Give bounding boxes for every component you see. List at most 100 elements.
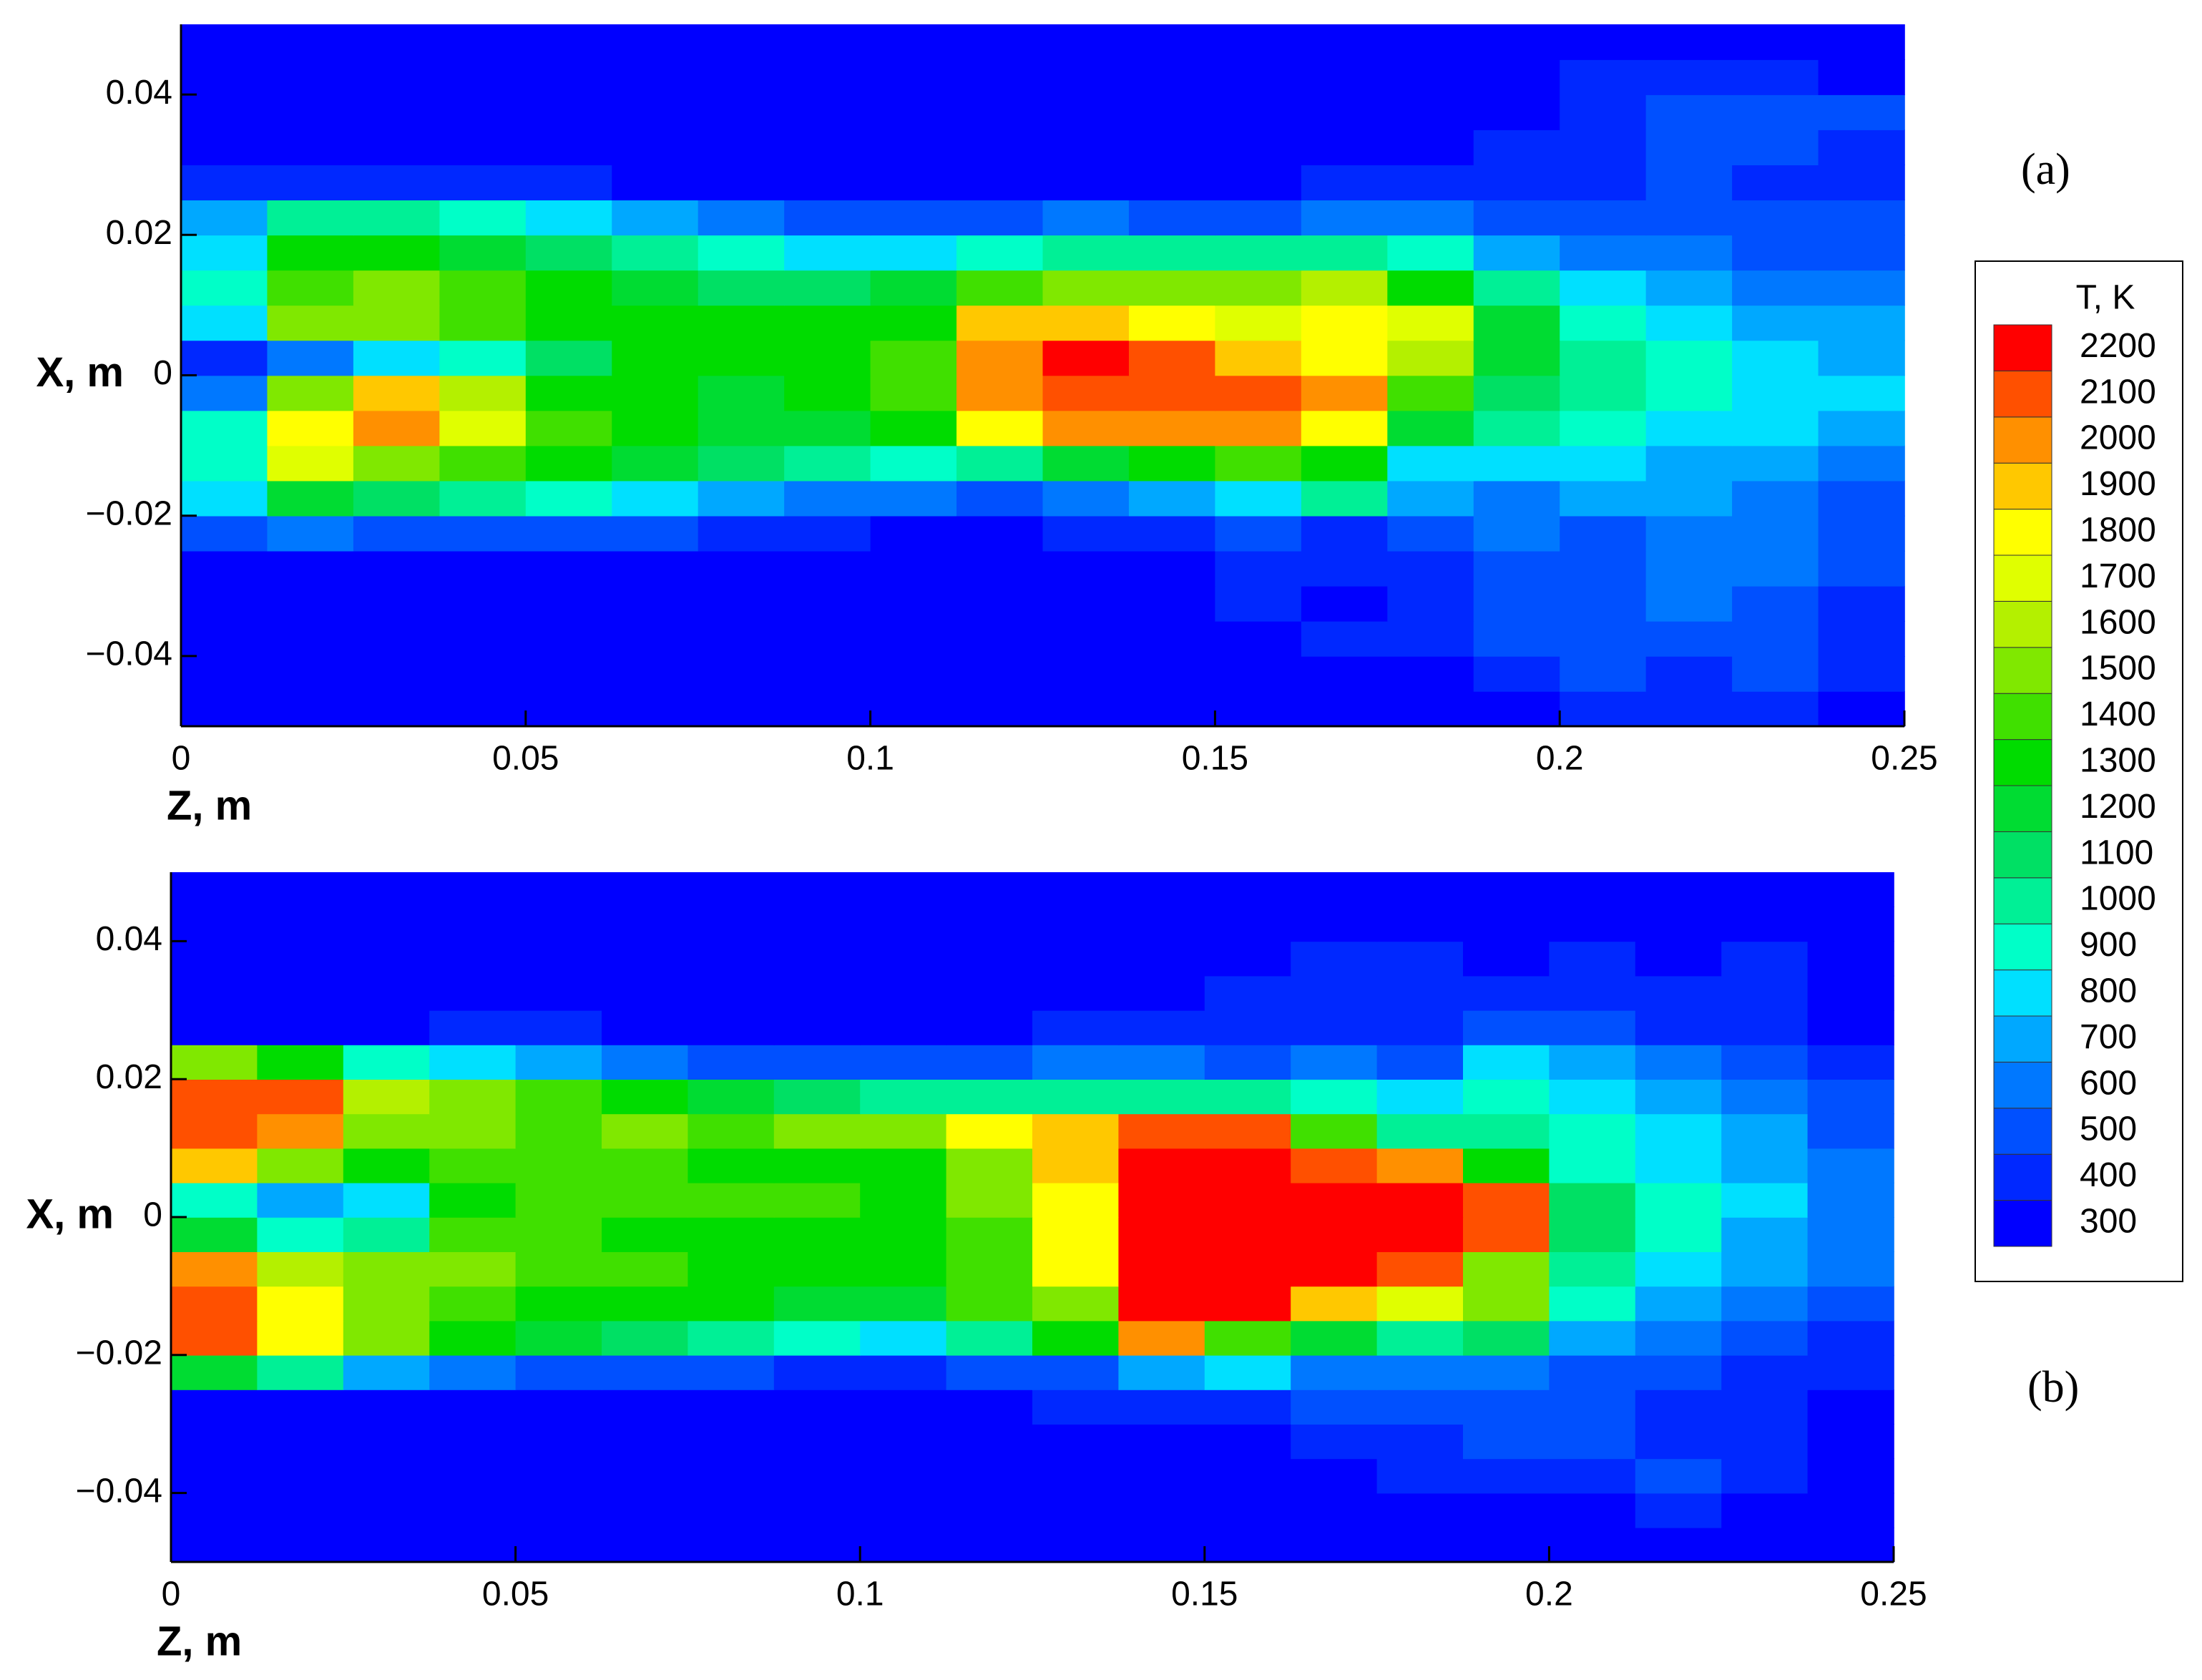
field-cell	[687, 1286, 775, 1322]
field-cell	[860, 1251, 947, 1287]
field-cell	[439, 585, 527, 622]
field-cell	[1301, 270, 1389, 306]
field-cell	[257, 1010, 344, 1045]
field-cell	[870, 515, 957, 552]
field-cell	[1032, 941, 1120, 977]
field-cell	[946, 1079, 1033, 1115]
field-cell	[773, 941, 861, 977]
field-cell	[1204, 1286, 1291, 1322]
field-cell	[1560, 515, 1647, 552]
field-cell	[1635, 1113, 1722, 1149]
field-cell	[1549, 1527, 1636, 1563]
field-cell	[1215, 550, 1302, 587]
field-cell	[429, 907, 517, 942]
field-cell	[698, 94, 785, 130]
field-cell	[956, 585, 1044, 622]
field-cell	[1376, 1251, 1464, 1287]
field-cell	[1032, 1113, 1120, 1149]
field-cell	[956, 410, 1044, 446]
field-cell	[1473, 340, 1560, 376]
field-cell	[1291, 1424, 1378, 1460]
field-cell	[784, 620, 871, 657]
field-cell	[1215, 270, 1302, 306]
field-cell	[1463, 1390, 1550, 1425]
field-cell	[1291, 1182, 1378, 1218]
field-cell	[1032, 1182, 1120, 1218]
field-cell	[1291, 1217, 1378, 1252]
field-cell	[525, 410, 613, 446]
field-cell	[1032, 1045, 1120, 1080]
field-cell	[698, 410, 785, 446]
field-cell	[267, 515, 354, 552]
field-cell	[171, 1424, 258, 1460]
field-cell	[946, 1251, 1033, 1287]
field-cell	[1721, 1527, 1809, 1563]
field-cell	[353, 165, 441, 201]
x-tick-label: 0.2	[1525, 1576, 1573, 1613]
field-cell	[429, 941, 517, 977]
field-cell	[956, 270, 1044, 306]
field-cell	[946, 1045, 1033, 1080]
colorbar-swatch	[1993, 462, 2052, 510]
field-cell	[870, 340, 957, 376]
field-cell	[525, 165, 613, 201]
field-cell	[870, 305, 957, 341]
field-cell	[1128, 305, 1216, 341]
field-cell	[956, 94, 1044, 130]
colorbar-swatch	[1993, 923, 2052, 971]
field-cell	[687, 1424, 775, 1460]
field-cell	[1645, 305, 1733, 341]
field-cell	[687, 975, 775, 1011]
field-cell	[956, 690, 1044, 727]
field-cell	[1042, 305, 1130, 341]
field-cell	[257, 1458, 344, 1494]
colorbar-label: 600	[2080, 1064, 2137, 1102]
field-cell	[171, 1113, 258, 1149]
field-cell	[353, 94, 441, 130]
field-cell	[956, 24, 1044, 60]
field-cell	[1301, 200, 1389, 236]
field-cell	[1463, 1286, 1550, 1322]
field-cell	[687, 1010, 775, 1045]
field-cell	[1807, 1424, 1894, 1460]
colorbar-swatch	[1993, 1061, 2052, 1109]
field-cell	[1818, 445, 1905, 482]
field-cell	[1560, 480, 1647, 517]
field-cell	[1128, 200, 1216, 236]
field-cell	[1387, 480, 1474, 517]
field-cell	[1473, 480, 1560, 517]
field-cell	[698, 445, 785, 482]
field-cell	[773, 1182, 861, 1218]
field-cell	[1818, 410, 1905, 446]
field-cell	[1732, 690, 1819, 727]
field-cell	[1032, 1148, 1120, 1183]
field-cell	[1128, 270, 1216, 306]
field-cell	[353, 410, 441, 446]
field-cell	[698, 59, 785, 95]
field-cell	[946, 1010, 1033, 1045]
y-tick-label: 0.04	[106, 74, 172, 112]
field-cell	[1291, 1390, 1378, 1425]
field-cell	[1463, 1320, 1550, 1356]
field-cell	[687, 1182, 775, 1218]
field-cell	[1128, 550, 1216, 587]
field-cell	[257, 1493, 344, 1528]
field-cell	[515, 1217, 602, 1252]
field-cell	[602, 975, 689, 1011]
field-cell	[602, 1148, 689, 1183]
field-cell	[171, 1251, 258, 1287]
field-cell	[343, 1286, 430, 1322]
field-cell	[1291, 1148, 1378, 1183]
field-cell	[429, 1286, 517, 1322]
field-cell	[343, 1079, 430, 1115]
field-cell	[698, 165, 785, 201]
field-cell	[1818, 690, 1905, 727]
field-cell	[1376, 872, 1464, 907]
field-cell	[439, 620, 527, 657]
field-cell	[1732, 340, 1819, 376]
field-cell	[525, 24, 613, 60]
field-cell	[1204, 1493, 1291, 1528]
field-cell	[1463, 1527, 1550, 1563]
field-cell	[1032, 1320, 1120, 1356]
